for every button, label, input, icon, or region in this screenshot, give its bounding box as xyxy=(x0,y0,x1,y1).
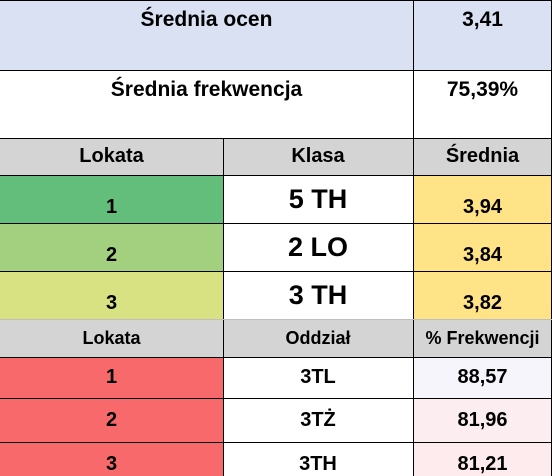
grades-header-average-label: Średnia xyxy=(445,145,520,167)
grades-row-2-rank[interactable]: 2 xyxy=(0,223,223,271)
attendance-row-1-percent[interactable]: 88,57 xyxy=(413,357,552,398)
avg-attendance-label-cell[interactable]: Średnia frekwencja xyxy=(0,70,413,138)
grades-row-3-rank[interactable]: 3 xyxy=(0,271,223,319)
attendance-header-percent[interactable]: % Frekwencji xyxy=(413,319,552,357)
attendance-row-1-percent-value: 88,57 xyxy=(457,366,508,388)
attendance-row-1-division-value: 3TL xyxy=(300,366,336,388)
attendance-row-3-percent[interactable]: 81,21 xyxy=(413,442,552,476)
avg-grades-value: 3,41 xyxy=(462,8,503,31)
attendance-row-3-rank-value: 3 xyxy=(105,452,118,475)
grades-row-3-average[interactable]: 3,82 xyxy=(413,271,552,319)
attendance-row-2-division[interactable]: 3TŻ xyxy=(223,398,413,442)
grid-hline-attendance-row1 xyxy=(0,398,552,399)
grid-hline-attendance-row2 xyxy=(0,442,552,443)
grid-vline-summary-right xyxy=(413,0,414,138)
attendance-row-1-rank-value: 1 xyxy=(105,366,118,388)
attendance-row-2-percent-value: 81,96 xyxy=(457,408,508,431)
grid-hline-summary-mid xyxy=(0,70,552,71)
grades-row-1-rank[interactable]: 1 xyxy=(0,175,223,223)
grades-row-2-rank-value: 2 xyxy=(105,244,118,266)
grades-row-1-average-value: 3,94 xyxy=(463,196,502,218)
grades-row-2-average-value: 3,84 xyxy=(463,244,502,266)
grades-row-3-class-value: 3 TH xyxy=(288,279,348,310)
grades-row-3-rank-value: 3 xyxy=(105,292,118,314)
grades-row-3-class[interactable]: 3 TH xyxy=(223,271,413,319)
attendance-row-3-division[interactable]: 3TH xyxy=(223,442,413,476)
avg-attendance-value-cell[interactable]: 75,39% xyxy=(413,70,552,138)
attendance-row-2-division-value: 3TŻ xyxy=(300,408,336,431)
grid-hline-grades-row2 xyxy=(0,271,552,272)
grades-header-class-label: Klasa xyxy=(291,145,345,167)
attendance-row-2-rank-value: 2 xyxy=(105,408,118,431)
attendance-header-division-label: Oddział xyxy=(285,327,351,348)
attendance-header-rank-label: Lokata xyxy=(82,327,141,348)
grades-row-1-rank-value: 1 xyxy=(105,196,118,218)
grid-hline-grades-row1 xyxy=(0,223,552,224)
attendance-row-3-division-value: 3TH xyxy=(299,452,337,475)
attendance-row-3-rank[interactable]: 3 xyxy=(0,442,223,476)
grades-header-rank[interactable]: Lokata xyxy=(0,138,223,175)
grid-vline-col1 xyxy=(223,138,224,476)
avg-grades-label-cell[interactable]: Średnia ocen xyxy=(0,0,413,70)
avg-grades-label: Średnia ocen xyxy=(140,8,273,31)
attendance-header-rank[interactable]: Lokata xyxy=(0,319,223,357)
avg-grades-value-cell[interactable]: 3,41 xyxy=(413,0,552,70)
attendance-row-3-percent-value: 81,21 xyxy=(457,452,508,475)
avg-attendance-value: 75,39% xyxy=(446,78,519,101)
attendance-row-2-percent[interactable]: 81,96 xyxy=(413,398,552,442)
avg-attendance-label: Średnia frekwencja xyxy=(110,78,303,101)
attendance-row-1-rank[interactable]: 1 xyxy=(0,357,223,398)
grades-row-1-average[interactable]: 3,94 xyxy=(413,175,552,223)
attendance-header-percent-label: % Frekwencji xyxy=(425,327,540,348)
grid-vline-col2 xyxy=(413,138,414,476)
grades-row-2-average[interactable]: 3,84 xyxy=(413,223,552,271)
grid-hline-grades-header-top xyxy=(0,138,552,139)
grades-header-rank-label: Lokata xyxy=(79,145,144,167)
grades-row-1-class[interactable]: 5 TH xyxy=(223,175,413,223)
attendance-header-division[interactable]: Oddział xyxy=(223,319,413,357)
grid-hline-summary-top xyxy=(0,0,552,1)
grades-row-2-class-value: 2 LO xyxy=(287,231,348,262)
attendance-row-2-rank[interactable]: 2 xyxy=(0,398,223,442)
grades-row-2-class[interactable]: 2 LO xyxy=(223,223,413,271)
grades-row-3-average-value: 3,82 xyxy=(463,292,502,314)
attendance-row-1-division[interactable]: 3TL xyxy=(223,357,413,398)
grid-hline-attendance-header-bottom xyxy=(0,357,552,358)
grid-hline-attendance-header-top xyxy=(0,319,552,320)
grid-hline-grades-header-bottom xyxy=(0,175,552,176)
grades-row-1-class-value: 5 TH xyxy=(288,183,348,214)
grades-header-class[interactable]: Klasa xyxy=(223,138,413,175)
grades-header-average[interactable]: Średnia xyxy=(413,138,552,175)
